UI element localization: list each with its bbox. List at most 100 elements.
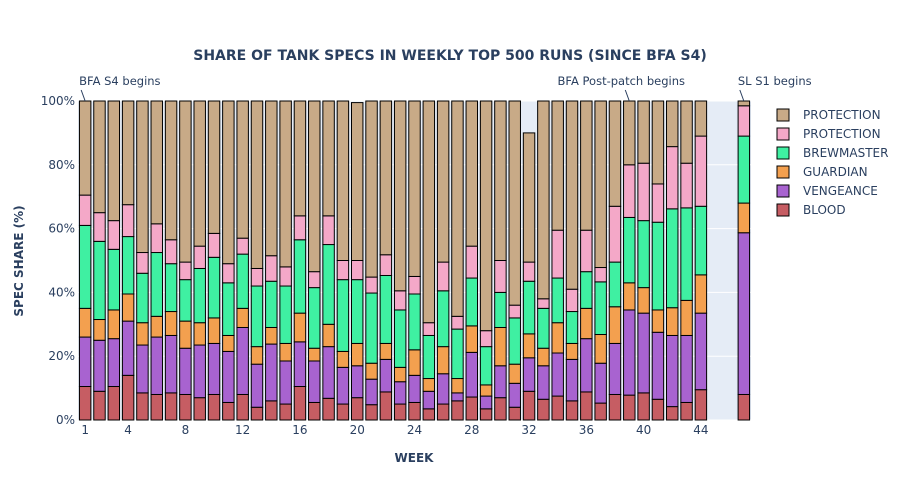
bar-segment-blood[interactable] [594, 402, 607, 421]
bar-segment-guardian[interactable] [680, 299, 693, 336]
bar-segment-protection-warrior[interactable] [623, 100, 636, 166]
bar-segment-vengeance[interactable] [608, 342, 622, 395]
bar-segment-vengeance[interactable] [680, 334, 693, 403]
bar-segment-protection-paladin[interactable] [522, 261, 536, 282]
bar-segment-protection-warrior[interactable] [422, 100, 436, 324]
bar-segment-protection-paladin[interactable] [594, 267, 607, 283]
bar-segment-protection-paladin[interactable] [680, 162, 693, 209]
bar-segment-blood[interactable] [265, 400, 278, 421]
bar-segment-brewmaster[interactable] [379, 274, 393, 344]
bar-segment-protection-warrior[interactable] [365, 100, 378, 278]
bar-segment-protection-paladin[interactable] [350, 260, 364, 281]
legend-item[interactable]: BLOOD [776, 203, 846, 217]
bar-segment-vengeance[interactable] [408, 374, 421, 403]
bar-segment-guardian[interactable] [322, 323, 335, 348]
bar-segment-guardian[interactable] [150, 315, 163, 338]
bar-segment-protection-warrior[interactable] [479, 100, 493, 332]
bar-segment-protection-paladin[interactable] [508, 304, 521, 319]
bar-segment-protection-paladin[interactable] [436, 261, 450, 292]
bar-segment-brewmaster[interactable] [121, 236, 135, 295]
bar-segment-protection-warrior[interactable] [78, 100, 92, 196]
legend-item[interactable]: BREWMASTER [776, 146, 888, 160]
bar-segment-vengeance[interactable] [164, 334, 178, 394]
bar-segment-blood[interactable] [537, 398, 550, 421]
bar-segment-brewmaster[interactable] [322, 244, 335, 325]
bar-segment-vengeance[interactable] [322, 346, 335, 399]
bar-segment-guardian[interactable] [393, 366, 407, 383]
bar-segment-protection-warrior[interactable] [107, 100, 121, 222]
bar-segment-blood[interactable] [565, 400, 579, 421]
bar-segment-guardian[interactable] [293, 312, 307, 343]
bar-segment-blood[interactable] [121, 374, 135, 421]
bar-segment-protection-paladin[interactable] [737, 105, 751, 137]
bar-segment-guardian[interactable] [408, 349, 421, 376]
bar-segment-protection-warrior[interactable] [93, 100, 106, 214]
bar-segment-brewmaster[interactable] [365, 292, 378, 364]
bar-segment-brewmaster[interactable] [608, 261, 622, 308]
bar-segment-vengeance[interactable] [637, 312, 650, 394]
bar-segment-brewmaster[interactable] [565, 311, 579, 344]
bar-segment-brewmaster[interactable] [207, 256, 221, 319]
bar-segment-guardian[interactable] [308, 347, 321, 362]
bar-segment-blood[interactable] [150, 393, 163, 421]
bar-segment-vengeance[interactable] [508, 382, 521, 408]
bar-segment-brewmaster[interactable] [78, 224, 92, 309]
bar-segment-protection-warrior[interactable] [379, 100, 393, 256]
bar-segment-blood[interactable] [651, 398, 665, 421]
bar-segment-protection-paladin[interactable] [422, 322, 436, 336]
bar-segment-protection-paladin[interactable] [365, 276, 378, 294]
bar-segment-blood[interactable] [179, 393, 192, 421]
bar-segment-brewmaster[interactable] [164, 263, 178, 313]
bar-segment-protection-paladin[interactable] [121, 204, 135, 238]
bar-segment-protection-paladin[interactable] [164, 239, 178, 265]
bar-segment-brewmaster[interactable] [623, 216, 636, 284]
bar-segment-brewmaster[interactable] [580, 271, 593, 309]
bar-segment-brewmaster[interactable] [651, 221, 665, 311]
bar-segment-blood[interactable] [451, 400, 464, 421]
bar-segment-protection-paladin[interactable] [222, 263, 235, 284]
bar-segment-protection-paladin[interactable] [393, 290, 407, 311]
bar-segment-blood[interactable] [508, 406, 521, 421]
bar-segment-protection-warrior[interactable] [350, 102, 364, 261]
bar-segment-guardian[interactable] [265, 326, 278, 345]
bar-segment-guardian[interactable] [236, 307, 249, 328]
bar-segment-protection-warrior[interactable] [322, 100, 335, 217]
bar-segment-protection-paladin[interactable] [479, 330, 493, 348]
bar-segment-brewmaster[interactable] [737, 135, 751, 204]
bar-segment-blood[interactable] [322, 397, 335, 421]
bar-segment-brewmaster[interactable] [694, 205, 708, 276]
legend-item[interactable]: PROTECTION [776, 108, 881, 122]
bar-segment-protection-warrior[interactable] [179, 100, 192, 263]
bar-segment-brewmaster[interactable] [436, 290, 450, 348]
bar-segment-guardian[interactable] [666, 307, 679, 336]
bar-segment-protection-paladin[interactable] [408, 275, 421, 295]
bar-segment-vengeance[interactable] [422, 390, 436, 410]
bar-segment-guardian[interactable] [594, 334, 607, 364]
bar-segment-blood[interactable] [207, 393, 221, 421]
bar-segment-vengeance[interactable] [522, 357, 536, 392]
bar-segment-blood[interactable] [608, 393, 622, 421]
bar-segment-vengeance[interactable] [436, 373, 450, 405]
bar-segment-brewmaster[interactable] [336, 279, 350, 352]
bar-segment-vengeance[interactable] [494, 365, 507, 399]
bar-segment-vengeance[interactable] [479, 395, 493, 410]
bar-segment-blood[interactable] [222, 401, 235, 421]
bar-segment-protection-warrior[interactable] [508, 100, 521, 306]
bar-segment-protection-paladin[interactable] [379, 254, 393, 276]
bar-segment-guardian[interactable] [279, 342, 292, 362]
bar-segment-blood[interactable] [522, 390, 536, 421]
bar-segment-guardian[interactable] [651, 309, 665, 333]
bar-segment-protection-warrior[interactable] [694, 100, 708, 137]
bar-segment-brewmaster[interactable] [193, 267, 206, 324]
bar-segment-guardian[interactable] [250, 346, 264, 365]
bar-segment-protection-paladin[interactable] [322, 215, 335, 246]
bar-segment-guardian[interactable] [694, 274, 708, 314]
bar-segment-vengeance[interactable] [193, 344, 206, 399]
bar-segment-protection-paladin[interactable] [293, 215, 307, 241]
bar-segment-protection-warrior[interactable] [164, 100, 178, 241]
bar-segment-brewmaster[interactable] [508, 317, 521, 365]
bar-segment-guardian[interactable] [179, 320, 192, 349]
bar-segment-brewmaster[interactable] [136, 272, 149, 324]
bar-segment-protection-paladin[interactable] [651, 183, 665, 223]
bar-segment-protection-warrior[interactable] [565, 100, 579, 290]
